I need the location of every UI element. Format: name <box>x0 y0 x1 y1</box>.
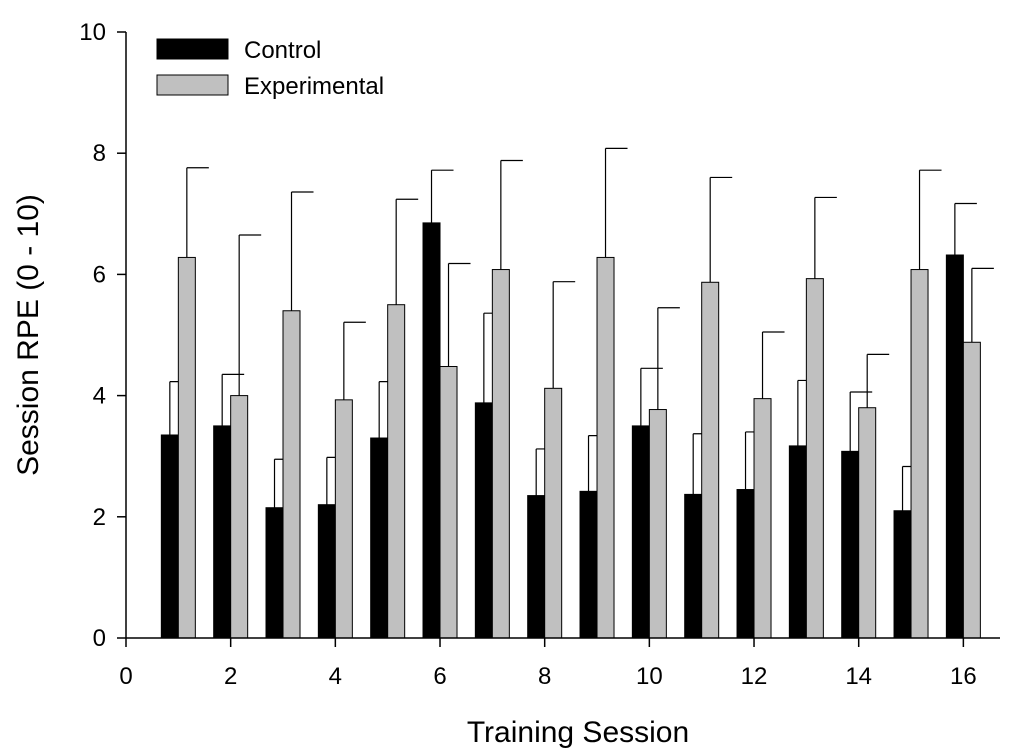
x-tick-label: 12 <box>741 663 768 690</box>
bar-control-11 <box>684 493 703 639</box>
y-axis-title: Session RPE (0 - 10) <box>12 194 45 476</box>
y-tick-label: 0 <box>93 625 106 652</box>
bar-experimental-4 <box>334 399 353 639</box>
bar-experimental-9 <box>596 256 615 639</box>
y-tick-label: 8 <box>93 140 106 167</box>
bar-experimental-2 <box>230 395 249 639</box>
x-axis-title: Training Session <box>467 716 689 749</box>
legend-swatch-experimental <box>156 74 229 96</box>
x-tick-label: 6 <box>433 663 446 690</box>
bar-experimental-14 <box>858 407 877 639</box>
bar-experimental-5 <box>387 304 406 639</box>
legend-swatch-control <box>156 38 229 60</box>
x-tick-label: 2 <box>224 663 237 690</box>
bar-experimental-1 <box>177 256 196 639</box>
bar-experimental-13 <box>805 278 824 639</box>
bar-control-6 <box>422 222 441 639</box>
bar-experimental-10 <box>648 409 667 639</box>
bar-control-8 <box>527 495 546 639</box>
bar-control-2 <box>213 425 232 639</box>
bar-experimental-16 <box>962 341 981 639</box>
y-tick-label: 4 <box>93 383 106 410</box>
bar-control-13 <box>788 445 807 639</box>
x-tick-label: 14 <box>845 663 872 690</box>
bar-experimental-11 <box>701 281 720 639</box>
bar-control-14 <box>841 450 860 639</box>
bar-control-4 <box>317 504 336 639</box>
bar-experimental-15 <box>910 269 929 639</box>
x-tick-label: 4 <box>329 663 342 690</box>
bar-experimental-3 <box>282 310 301 639</box>
bar-control-5 <box>370 437 389 639</box>
bar-experimental-7 <box>491 269 510 639</box>
bar-experimental-8 <box>544 387 563 639</box>
axes: 0 2 4 6 8 10 0 2 4 6 8 10 12 14 16 <box>79 19 1000 690</box>
bar-control-15 <box>893 510 912 639</box>
bar-control-7 <box>474 402 493 639</box>
bar-control-3 <box>265 507 284 639</box>
bar-control-12 <box>736 489 755 639</box>
legend: Control Experimental <box>156 37 384 100</box>
x-tick-label: 8 <box>538 663 551 690</box>
y-tick-label: 6 <box>93 261 106 288</box>
x-tick-label: 0 <box>119 663 132 690</box>
legend-label-experimental: Experimental <box>244 73 384 100</box>
bar-experimental-12 <box>753 398 772 639</box>
x-tick-label: 10 <box>636 663 663 690</box>
bar-control-16 <box>945 254 964 639</box>
plot-area <box>160 147 994 639</box>
x-tick-label: 16 <box>950 663 977 690</box>
y-tick-label: 10 <box>79 19 106 46</box>
y-tick-label: 2 <box>93 504 106 531</box>
bar-control-9 <box>579 490 598 639</box>
bar-experimental-6 <box>439 366 458 639</box>
bar-control-10 <box>631 425 650 639</box>
bar-control-1 <box>160 434 179 639</box>
legend-label-control: Control <box>244 37 321 64</box>
